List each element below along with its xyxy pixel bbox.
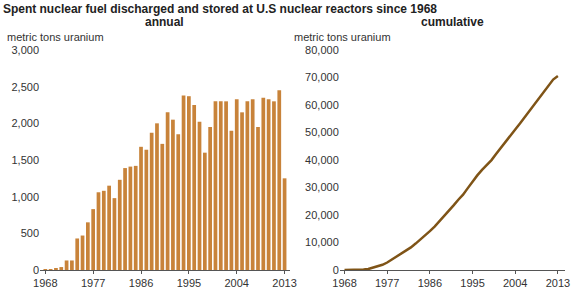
svg-text:cumulative: cumulative: [421, 15, 484, 29]
svg-text:1,500: 1,500: [11, 154, 39, 166]
svg-text:2013: 2013: [546, 277, 570, 289]
svg-text:10,000: 10,000: [305, 236, 339, 248]
svg-text:60,000: 60,000: [305, 99, 339, 111]
svg-text:2,500: 2,500: [11, 81, 39, 93]
svg-text:1968: 1968: [33, 277, 57, 289]
svg-text:2013: 2013: [272, 277, 296, 289]
svg-text:2,000: 2,000: [11, 117, 39, 129]
svg-text:1977: 1977: [81, 277, 105, 289]
svg-text:70,000: 70,000: [305, 71, 339, 83]
svg-text:80,000: 80,000: [305, 44, 339, 56]
svg-text:1995: 1995: [460, 277, 484, 289]
svg-text:1977: 1977: [375, 277, 399, 289]
svg-text:metric tons uranium: metric tons uranium: [7, 31, 104, 43]
svg-text:30,000: 30,000: [305, 181, 339, 193]
svg-text:40,000: 40,000: [305, 154, 339, 166]
svg-text:1986: 1986: [418, 277, 442, 289]
svg-text:1995: 1995: [177, 277, 201, 289]
svg-text:0: 0: [333, 264, 339, 276]
svg-text:2004: 2004: [503, 277, 527, 289]
svg-text:20,000: 20,000: [305, 209, 339, 221]
svg-text:1968: 1968: [332, 277, 356, 289]
svg-text:1986: 1986: [129, 277, 153, 289]
svg-text:500: 500: [21, 227, 39, 239]
svg-text:0: 0: [33, 264, 39, 276]
svg-text:Spent nuclear fuel discharged: Spent nuclear fuel discharged and stored…: [3, 2, 437, 16]
svg-text:50,000: 50,000: [305, 126, 339, 138]
svg-text:metric tons uranium: metric tons uranium: [294, 31, 391, 43]
svg-text:annual: annual: [145, 15, 184, 29]
svg-text:1,000: 1,000: [11, 191, 39, 203]
svg-text:2004: 2004: [224, 277, 248, 289]
svg-text:3,000: 3,000: [11, 44, 39, 56]
